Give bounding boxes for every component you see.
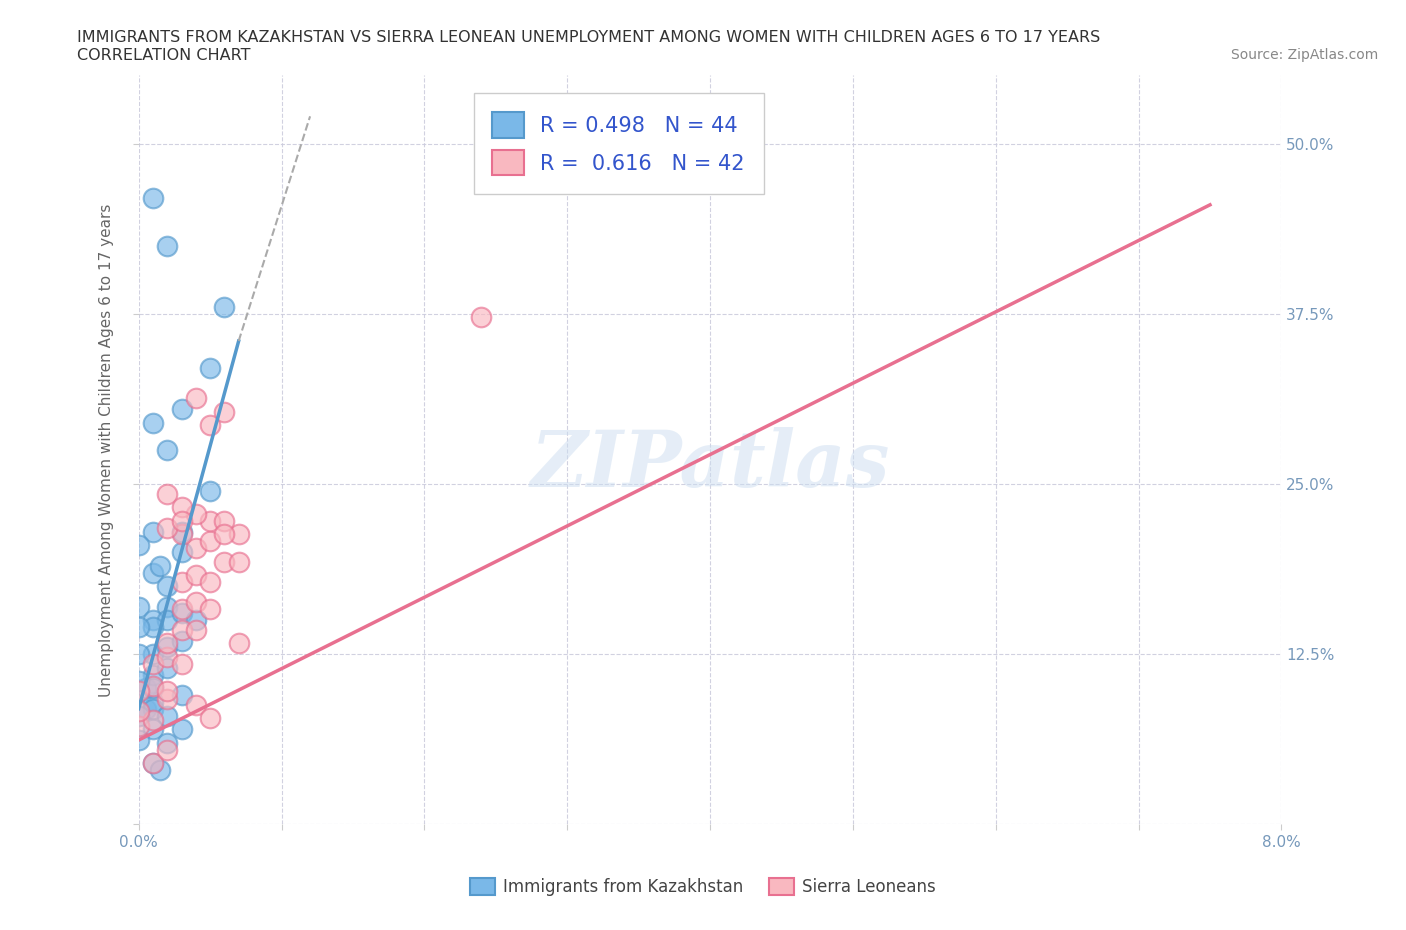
Point [149, 558, 172, 573]
Point [142, 416, 165, 431]
Point [149, 763, 172, 777]
Text: ZIPatlas: ZIPatlas [530, 427, 890, 503]
Point [142, 525, 165, 539]
Point [198, 513, 221, 528]
Point [184, 698, 207, 712]
Point [198, 602, 221, 617]
Point [228, 636, 250, 651]
Point [128, 599, 150, 614]
Point [184, 595, 207, 610]
Point [128, 619, 150, 634]
Point [214, 554, 236, 569]
Point [198, 418, 221, 432]
Point [142, 756, 165, 771]
Point [156, 736, 179, 751]
Point [142, 681, 165, 696]
Point [214, 527, 236, 542]
Point [135, 701, 157, 716]
Point [214, 513, 236, 528]
Text: IMMIGRANTS FROM KAZAKHSTAN VS SIERRA LEONEAN UNEMPLOYMENT AMONG WOMEN WITH CHILD: IMMIGRANTS FROM KAZAKHSTAN VS SIERRA LEO… [77, 30, 1101, 45]
Point [184, 622, 207, 637]
Point [142, 613, 165, 628]
Point [214, 405, 236, 419]
Point [142, 722, 165, 737]
Point [228, 527, 250, 542]
Point [156, 443, 179, 458]
Point [170, 545, 193, 560]
Point [156, 238, 179, 253]
Point [128, 538, 150, 552]
Point [142, 701, 165, 716]
Point [142, 712, 165, 727]
Point [170, 633, 193, 648]
Point [470, 309, 492, 324]
Point [156, 613, 179, 628]
Point [170, 402, 193, 417]
Point [184, 568, 207, 583]
Point [170, 575, 193, 590]
Point [142, 695, 165, 710]
Point [156, 636, 179, 651]
Point [170, 602, 193, 617]
Point [128, 708, 150, 723]
Text: CORRELATION CHART: CORRELATION CHART [77, 48, 250, 63]
Point [170, 657, 193, 671]
Point [198, 361, 221, 376]
Point [198, 711, 221, 725]
Point [156, 692, 179, 707]
Point [170, 722, 193, 737]
Point [198, 484, 221, 498]
Point [184, 613, 207, 628]
Point [142, 619, 165, 634]
Point [170, 622, 193, 637]
Point [156, 486, 179, 501]
Point [142, 667, 165, 682]
Legend: Immigrants from Kazakhstan, Sierra Leoneans: Immigrants from Kazakhstan, Sierra Leone… [464, 871, 942, 903]
Point [214, 299, 236, 314]
Point [170, 606, 193, 621]
Point [156, 684, 179, 698]
Y-axis label: Unemployment Among Women with Children Ages 6 to 17 years: Unemployment Among Women with Children A… [100, 204, 114, 697]
Point [156, 742, 179, 757]
Point [170, 499, 193, 514]
Point [170, 687, 193, 702]
Point [128, 684, 150, 698]
Point [198, 534, 221, 549]
Point [156, 578, 179, 593]
Point [156, 708, 179, 723]
Point [142, 565, 165, 580]
Point [128, 674, 150, 689]
Point [170, 525, 193, 539]
Point [184, 391, 207, 405]
Point [156, 640, 179, 655]
Point [128, 646, 150, 661]
Point [142, 678, 165, 693]
Point [228, 554, 250, 569]
Point [170, 513, 193, 528]
Point [128, 733, 150, 748]
Point [184, 540, 207, 555]
Point [142, 657, 165, 671]
Point [156, 599, 179, 614]
Point [142, 191, 165, 206]
Text: Source: ZipAtlas.com: Source: ZipAtlas.com [1230, 48, 1378, 62]
Point [156, 649, 179, 664]
Point [170, 527, 193, 542]
Point [198, 575, 221, 590]
Point [142, 646, 165, 661]
Point [128, 719, 150, 734]
Point [184, 507, 207, 522]
Point [156, 520, 179, 535]
Point [156, 660, 179, 675]
Point [128, 704, 150, 719]
Point [135, 681, 157, 696]
Legend: R = 0.498   N = 44, R =  0.616   N = 42: R = 0.498 N = 44, R = 0.616 N = 42 [474, 93, 763, 194]
Point [142, 756, 165, 771]
